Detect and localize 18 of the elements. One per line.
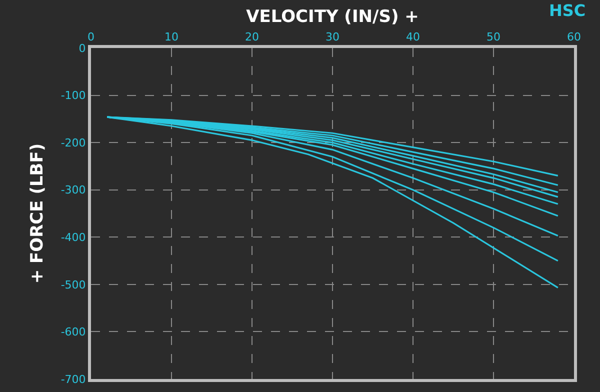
x-tick-label: 20 — [245, 30, 259, 44]
x-axis-title: VELOCITY (IN/S) + — [246, 7, 419, 28]
x-tick-label: 10 — [164, 30, 178, 44]
x-tick-label: 0 — [88, 30, 94, 44]
x-tick-label: 30 — [326, 30, 340, 44]
y-tick-label: -600 — [60, 326, 86, 339]
y-tick-label: -300 — [60, 184, 86, 197]
y-tick-label: -700 — [60, 372, 86, 386]
text: HSC — [549, 1, 586, 20]
y-tick-label: -500 — [60, 278, 86, 292]
y-axis-title: + FORCE (LBF) — [27, 143, 48, 284]
x-tick-label: 40 — [406, 30, 420, 44]
x-tick-label: 50 — [486, 30, 500, 44]
y-tick-label: -100 — [60, 89, 86, 102]
x-tick-label: 60 — [567, 30, 581, 44]
y-tick-label: -200 — [60, 136, 86, 150]
y-tick-label: -400 — [60, 230, 86, 244]
y-tick-label: 0 — [78, 42, 86, 55]
